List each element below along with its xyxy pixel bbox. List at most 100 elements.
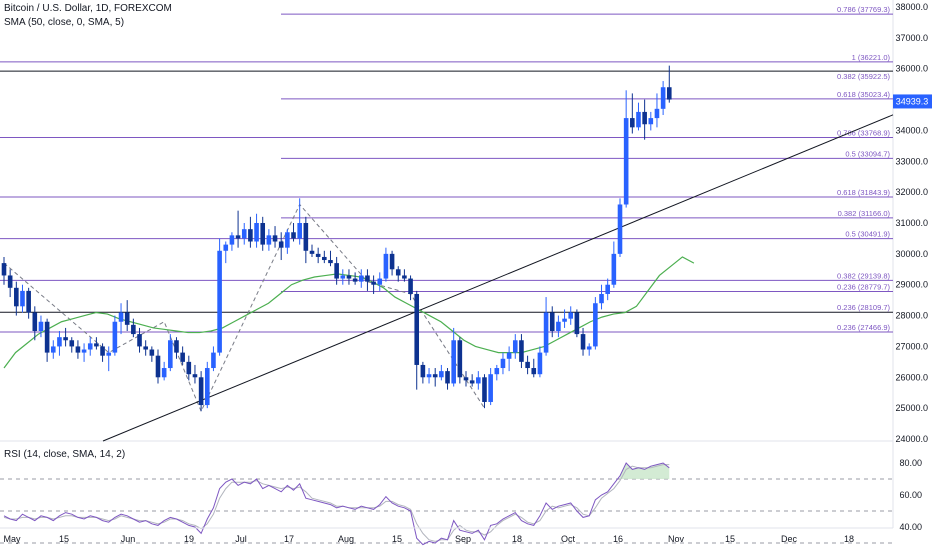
candle-body xyxy=(94,343,99,347)
candle-body xyxy=(235,235,241,239)
zigzag-dashed-line xyxy=(3,203,485,413)
candle-body xyxy=(451,340,456,384)
candle-body xyxy=(605,284,610,294)
candle-body xyxy=(87,343,93,350)
fib-level-label: 0.382 (29139.8) xyxy=(837,271,890,280)
candle-body xyxy=(414,293,420,365)
candle-body xyxy=(432,374,438,378)
candle-body xyxy=(537,352,543,375)
candle-body xyxy=(137,334,142,347)
candle-body xyxy=(599,293,604,304)
candle-body xyxy=(457,340,463,378)
price-axis[interactable]: 38000.037000.036000.035000.034000.033000… xyxy=(895,2,928,550)
rsi-overbought-fill xyxy=(620,463,670,479)
time-tick-label: Oct xyxy=(561,534,576,544)
candle-body xyxy=(291,232,296,239)
sma-indicator-legend[interactable]: SMA (50, close, 0, SMA, 5) xyxy=(4,17,125,28)
candle-body xyxy=(297,223,302,239)
candle-body xyxy=(482,377,487,402)
candle-body xyxy=(506,352,512,359)
time-tick-label: Jul xyxy=(235,534,247,544)
candle-body xyxy=(315,253,321,257)
candle-body xyxy=(519,340,524,362)
candle-body xyxy=(476,377,481,384)
candle-body xyxy=(488,374,493,402)
candle-body xyxy=(593,303,598,347)
symbol-title[interactable]: Bitcoin / U.S. Dollar, 1D, FOREXCOM xyxy=(4,3,172,14)
candle-body xyxy=(57,337,62,347)
candle-body xyxy=(642,111,647,125)
fib-level-label: 0.786 (37769.3) xyxy=(837,5,890,14)
candle-body xyxy=(395,269,401,276)
candle-body xyxy=(303,223,309,251)
candle-body xyxy=(562,318,567,322)
candle-body xyxy=(118,312,124,322)
candle-body xyxy=(408,278,413,294)
candle-body xyxy=(143,346,148,350)
last-price-badge xyxy=(893,94,932,109)
price-tick-label: 29000.0 xyxy=(895,280,928,290)
candle-body xyxy=(75,346,81,353)
time-tick-label: 15 xyxy=(725,534,735,544)
candle-body xyxy=(217,250,222,353)
time-axis[interactable]: May 15 Jun 19 Jul 17 Aug 15 Sep 18 Oct 16 Nov 15 Dec 18 xyxy=(0,527,893,544)
candle-body xyxy=(365,275,370,282)
candle-body xyxy=(445,371,450,384)
candle-body xyxy=(383,253,389,279)
time-tick-label: 15 xyxy=(59,534,69,544)
candle-body xyxy=(328,260,333,264)
candle-body xyxy=(654,108,660,119)
fib-level-label: 0.236 (28779.7) xyxy=(837,283,890,292)
candle-body xyxy=(20,290,25,307)
candle-body xyxy=(168,340,173,369)
candle-body xyxy=(334,263,339,279)
candle-body xyxy=(494,368,500,375)
fib-level-label: 1 (36221.0) xyxy=(852,53,891,62)
candle-body xyxy=(340,275,346,279)
price-tick-label: 37000.0 xyxy=(895,33,928,43)
candle-body xyxy=(630,118,635,128)
candle-body xyxy=(204,368,210,406)
candle-body xyxy=(272,235,278,242)
candle-body xyxy=(611,253,617,285)
fib-level-label: 0.5 (30491.9) xyxy=(845,230,890,239)
candle-body xyxy=(549,312,555,332)
candle-body xyxy=(586,346,592,350)
time-tick-label: May xyxy=(3,534,21,544)
fib-level-label: 0.618 (35023.4) xyxy=(837,90,890,99)
candle-body xyxy=(278,241,284,248)
candle-body xyxy=(44,321,50,353)
time-tick-label: 16 xyxy=(613,534,623,544)
time-tick-label: Jun xyxy=(121,534,136,544)
time-tick-label: 17 xyxy=(284,534,294,544)
candle-body xyxy=(531,368,537,375)
candle-body xyxy=(463,377,469,381)
candle-body xyxy=(124,312,130,325)
candle-body xyxy=(420,364,426,378)
candle-body xyxy=(574,312,580,335)
time-tick-label: 19 xyxy=(184,534,194,544)
fib-level-label: 0.382 (31166.0) xyxy=(838,209,891,218)
candle-body xyxy=(469,380,475,384)
candle-body xyxy=(660,87,666,109)
candle-body xyxy=(377,278,383,285)
candle-body xyxy=(192,374,198,378)
candle-body xyxy=(322,256,327,261)
candle-body xyxy=(149,349,155,356)
candle-body xyxy=(81,349,87,353)
candle-body xyxy=(285,232,290,248)
price-tick-label: 38000.0 xyxy=(895,2,928,12)
candle-body xyxy=(556,321,561,332)
time-tick-label: Nov xyxy=(668,534,685,544)
candle-body xyxy=(174,340,179,353)
candle-body xyxy=(352,278,358,282)
fib-level-label: 0.5 (33094.7) xyxy=(845,149,890,158)
candle-body xyxy=(32,312,38,332)
trend-line xyxy=(102,114,894,442)
candle-body xyxy=(241,229,247,239)
time-tick-label: Aug xyxy=(338,534,354,544)
candle-body xyxy=(180,352,185,362)
rsi-indicator-legend[interactable]: RSI (14, close, SMA, 14, 2) xyxy=(4,449,126,460)
rsi-tick-label: 40.00 xyxy=(899,522,922,532)
price-tick-label: 32000.0 xyxy=(895,187,928,197)
